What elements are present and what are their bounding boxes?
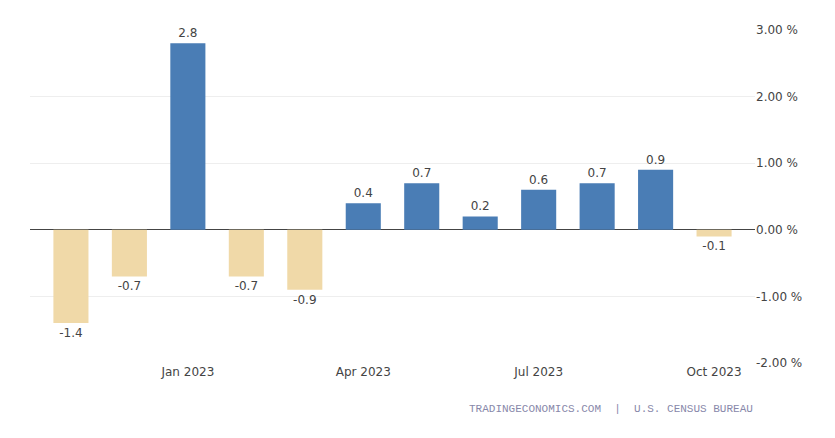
- svg-text:2.00 %: 2.00 %: [756, 90, 798, 104]
- svg-text:Jul 2023: Jul 2023: [513, 365, 563, 379]
- svg-text:-2.00 %: -2.00 %: [756, 356, 802, 370]
- svg-text:-1.4: -1.4: [59, 326, 82, 340]
- svg-text:0.9: 0.9: [646, 153, 665, 167]
- svg-text:0.7: 0.7: [412, 166, 431, 180]
- svg-text:-1.00 %: -1.00 %: [756, 290, 802, 304]
- svg-text:0.2: 0.2: [471, 199, 490, 213]
- svg-text:3.00 %: 3.00 %: [756, 23, 798, 37]
- svg-text:Apr 2023: Apr 2023: [336, 365, 391, 379]
- svg-text:TRADINGECONOMICS.COM | U.S.: TRADINGECONOMICS.COM | U.S. CENSUS BUREA…: [469, 403, 753, 415]
- svg-text:-0.1: -0.1: [702, 239, 725, 253]
- svg-text:-0.7: -0.7: [118, 279, 141, 293]
- svg-text:-0.7: -0.7: [235, 279, 258, 293]
- svg-text:0.4: 0.4: [354, 186, 373, 200]
- svg-text:2.8: 2.8: [178, 26, 197, 40]
- svg-text:-0.9: -0.9: [293, 293, 316, 307]
- svg-text:0.6: 0.6: [529, 173, 548, 187]
- svg-text:0.7: 0.7: [588, 166, 607, 180]
- svg-text:1.00 %: 1.00 %: [756, 156, 798, 170]
- svg-text:0.00 %: 0.00 %: [756, 223, 798, 237]
- svg-text:Oct 2023: Oct 2023: [687, 365, 742, 379]
- svg-text:Jan 2023: Jan 2023: [160, 365, 214, 379]
